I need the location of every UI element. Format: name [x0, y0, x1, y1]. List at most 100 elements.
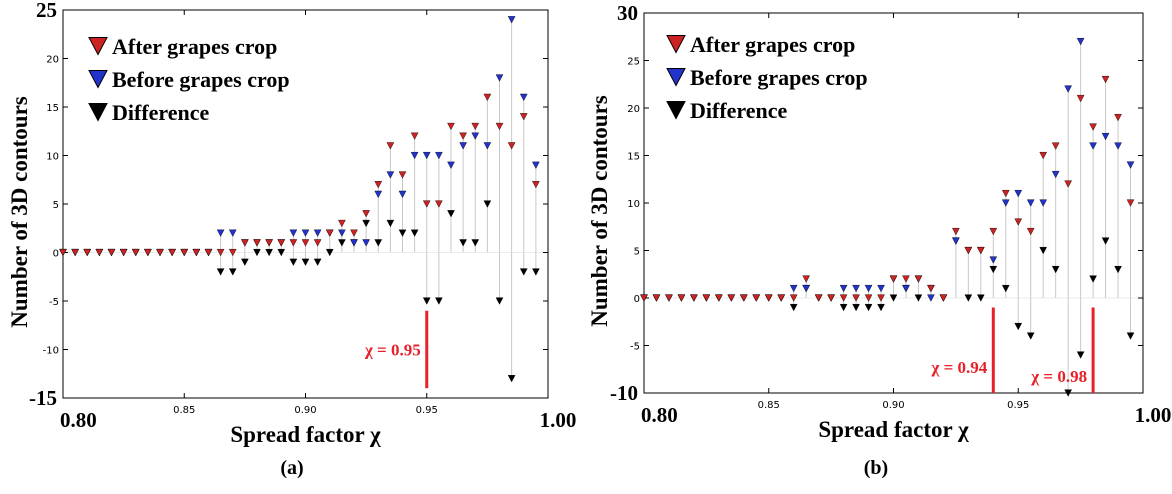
data-point-before — [228, 229, 237, 237]
data-point-after — [902, 275, 910, 283]
data-point-after — [864, 294, 873, 302]
y-tick-label: 20 — [627, 104, 640, 115]
data-point-difference — [228, 268, 237, 276]
data-point-difference — [253, 248, 261, 257]
data-point-difference — [852, 303, 860, 312]
data-point-after — [241, 239, 249, 247]
stem-lines — [793, 41, 1132, 393]
data-point-difference — [1089, 275, 1097, 283]
data-point-before — [802, 284, 811, 293]
data-point-before — [864, 284, 873, 293]
data-point-difference — [976, 294, 985, 302]
data-point-before — [471, 132, 480, 140]
data-point-after — [677, 294, 686, 302]
data-point-difference — [519, 268, 528, 276]
data-point-after — [927, 284, 935, 293]
data-point-after — [1014, 218, 1023, 226]
legend-marker-difference — [88, 102, 108, 122]
data-point-difference — [889, 294, 898, 302]
data-point-after — [71, 248, 79, 257]
data-point-after — [939, 294, 948, 302]
data-point-after — [1114, 113, 1122, 122]
x-tick-label: 1.00 — [1135, 403, 1172, 427]
data-point-after — [398, 171, 407, 179]
data-point-after — [386, 142, 395, 150]
data-point-before — [1014, 189, 1023, 198]
data-point-before — [216, 229, 225, 237]
chart-panel-a: 0.85 0.90 0.95 0.80 1.00 25 20 15 10 5 0 -5 -10 -15 Sp… — [7, 0, 576, 479]
data-point-after — [507, 142, 516, 150]
data-point-difference — [1026, 332, 1035, 340]
data-point-after — [715, 294, 723, 302]
data-point-difference — [1014, 322, 1023, 331]
x-tick-label: 0.85 — [173, 405, 195, 416]
data-point-after — [277, 239, 286, 247]
data-point-before — [301, 229, 310, 237]
data-point-after — [889, 275, 898, 283]
data-point-difference — [989, 265, 998, 274]
data-point-after — [374, 181, 383, 189]
data-point-after — [289, 239, 298, 247]
x-tick-label: 0.95 — [416, 405, 438, 416]
data-point-after — [83, 248, 92, 257]
data-point-before — [989, 256, 998, 264]
data-point-difference — [313, 258, 322, 266]
data-point-after — [204, 248, 213, 257]
data-point-difference — [483, 200, 492, 208]
data-point-after — [665, 294, 673, 302]
legend-label: Difference — [690, 98, 788, 123]
y-tick-label: -5 — [630, 342, 640, 353]
data-point-before — [1026, 199, 1035, 207]
data-point-after — [839, 294, 848, 302]
y-tick-label: 15 — [46, 103, 59, 114]
data-point-before — [1039, 199, 1048, 207]
data-point-after — [1026, 227, 1035, 236]
data-point-after — [338, 219, 346, 228]
data-point-after — [914, 275, 923, 283]
data-point-difference — [877, 303, 885, 312]
legend-marker-after — [88, 36, 108, 56]
data-point-before — [927, 294, 935, 302]
chart-panel-b: 0.85 0.90 0.95 0.80 1.00 30 25 20 15 10 5 0 -5 -10 Spr… — [587, 1, 1171, 479]
data-point-difference — [338, 239, 346, 247]
data-point-difference — [386, 219, 395, 228]
y-axis-label: Number of 3D contours — [587, 95, 612, 327]
data-point-after — [313, 239, 322, 247]
data-point-after — [690, 294, 698, 302]
data-point-before — [519, 93, 528, 102]
y-tick-label: 10 — [627, 199, 640, 210]
data-point-before — [507, 16, 516, 24]
y-tick-label: 25 — [627, 57, 640, 68]
data-point-before — [350, 239, 358, 247]
data-point-difference — [459, 239, 467, 247]
x-tick-label: 0.90 — [294, 405, 316, 416]
data-point-after — [1076, 94, 1085, 103]
legend-marker-after — [666, 34, 686, 54]
data-point-difference — [435, 297, 443, 305]
x-tick-label: 0.90 — [882, 400, 904, 411]
data-point-before — [789, 284, 798, 293]
data-point-after — [228, 248, 237, 257]
data-point-difference — [1114, 265, 1122, 274]
x-tick-label: 0.80 — [60, 408, 97, 432]
data-point-difference — [289, 258, 298, 266]
data-point-after — [144, 248, 152, 257]
legend-label: Before grapes crop — [112, 67, 290, 92]
data-point-difference — [789, 303, 798, 312]
data-point-difference — [495, 297, 504, 305]
data-point-before — [839, 284, 848, 293]
data-point-after — [852, 294, 860, 302]
data-point-after — [435, 200, 443, 208]
y-tick-label: -5 — [49, 297, 59, 308]
data-point-after — [777, 294, 786, 302]
y-tick-label: 25 — [36, 0, 57, 22]
data-point-before — [1001, 199, 1010, 207]
y-tick-label: 15 — [627, 152, 640, 163]
data-point-difference — [1064, 389, 1072, 397]
data-point-before — [1126, 161, 1135, 169]
threshold-label: χ = 0.98 — [1030, 367, 1087, 386]
data-point-after — [471, 122, 480, 131]
data-point-after — [265, 239, 273, 247]
data-point-difference — [1101, 237, 1110, 245]
data-point-difference — [1126, 332, 1135, 340]
